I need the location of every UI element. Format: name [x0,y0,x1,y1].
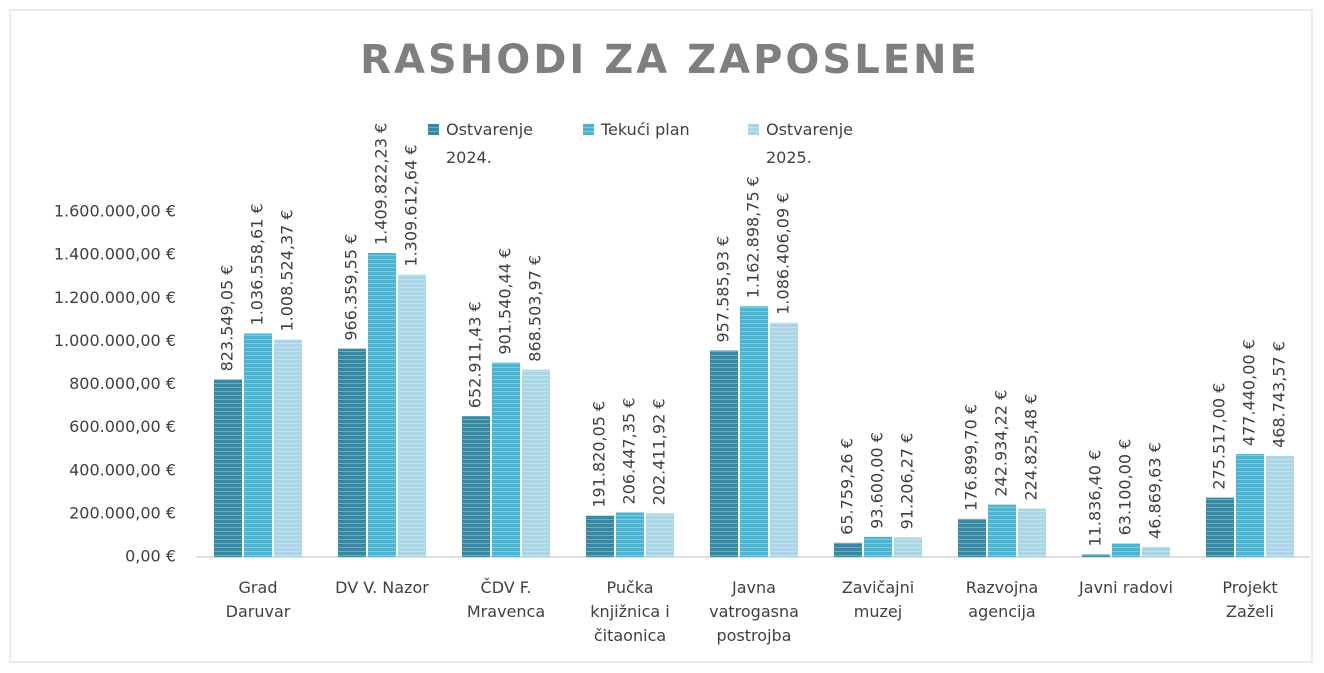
value-label: 1.309.612,64 € [402,144,421,266]
value-label: 93.600,00 € [868,432,887,529]
legend-label: Ostvarenje 2024. [446,120,533,167]
bar [214,379,242,557]
value-label: 91.206,27 € [898,433,917,530]
bar [244,333,272,557]
bar [398,274,426,557]
bar [958,518,986,557]
value-label: 823.549,05 € [218,265,237,372]
bar [1082,554,1110,557]
value-label: 46.869,63 € [1146,442,1165,539]
bar [894,537,922,557]
value-label: 176.899,70 € [962,404,981,511]
y-tick-label: 1.000.000,00 € [54,331,176,350]
bar [646,513,674,557]
x-tick-label: Zavičajni muzej [842,578,914,621]
bar [740,306,768,557]
x-tick-label: Projekt Zaželi [1222,578,1277,621]
value-label: 468.743,57 € [1270,341,1289,448]
value-label: 652.911,43 € [466,301,485,408]
legend-swatch [583,124,594,135]
y-tick-label: 200.000,00 € [69,503,176,522]
value-label: 1.036.558,61 € [248,203,267,325]
value-label: 1.409.822,23 € [372,123,391,245]
value-label: 224.825,48 € [1022,394,1041,501]
value-label: 1.162.898,75 € [744,176,763,298]
bar [770,322,798,557]
value-label: 957.585,93 € [714,236,733,343]
bar [522,369,550,557]
y-tick-label: 600.000,00 € [69,417,176,436]
bar [710,350,738,557]
bar [586,515,614,557]
y-tick-label: 400.000,00 € [69,460,176,479]
value-label: 63.100,00 € [1116,439,1135,536]
bar [864,536,892,557]
value-label: 477.440,00 € [1240,339,1259,446]
x-tick-label: ČDV F. Mravenca [467,578,545,621]
bar [492,362,520,557]
value-label: 275.517,00 € [1210,383,1229,490]
y-tick-label: 1.400.000,00 € [54,245,176,264]
bar [1266,455,1294,557]
bar [834,542,862,557]
x-tick-label: DV V. Nazor [335,578,429,597]
bar [1112,543,1140,557]
x-tick-label: Razvojna agencija [966,578,1039,621]
value-label: 242.934,22 € [992,390,1011,497]
value-label: 65.759,26 € [838,438,857,535]
bar [616,512,644,557]
x-tick-label: Javni radovi [1078,578,1173,597]
value-label: 1.086.406,09 € [774,193,793,315]
value-label: 868.503,97 € [526,255,545,362]
value-label: 1.008.524,37 € [278,209,297,331]
bar [1018,508,1046,557]
x-tick-label: Javna vatrogasna postrojba [709,578,799,645]
y-tick-label: 800.000,00 € [69,374,176,393]
legend-swatch [428,124,439,135]
bar [988,504,1016,557]
value-label: 966.359,55 € [342,234,361,341]
bar [274,339,302,557]
y-tick-label: 1.600.000,00 € [54,202,176,221]
legend-label: Ostvarenje 2025. [766,120,853,167]
bar [1236,454,1264,557]
y-tick-label: 1.200.000,00 € [54,288,176,307]
bar [462,416,490,557]
x-tick-label: Grad Daruvar [226,578,291,621]
bar [338,348,366,557]
legend-swatch [748,124,759,135]
bar [1206,497,1234,557]
value-label: 206.447,35 € [620,398,639,505]
value-label: 901.540,44 € [496,248,515,355]
bar [368,253,396,557]
value-label: 191.820,05 € [590,401,609,508]
bar [1142,546,1170,557]
value-label: 11.836,40 € [1086,450,1105,547]
x-tick-label: Pučka knjižnica i čitaonica [590,578,669,645]
legend-label: Tekući plan [600,120,690,139]
y-tick-label: 0,00 € [125,547,176,566]
chart-frame [9,9,1313,663]
value-label: 202.411,92 € [650,398,669,505]
chart-title: RASHODI ZA ZAPOSLENE [360,37,980,83]
